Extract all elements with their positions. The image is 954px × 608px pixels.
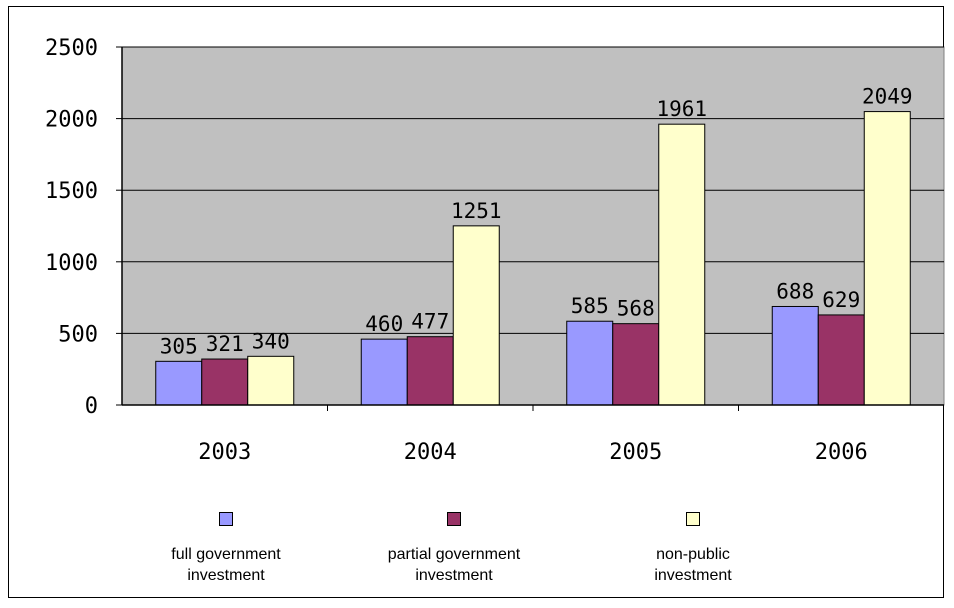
data-label: 477 bbox=[411, 310, 449, 334]
x-tick-label: 2005 bbox=[609, 440, 662, 465]
legend-label-line: full government bbox=[171, 546, 281, 563]
bar-partial-government-investment-2003 bbox=[201, 358, 249, 406]
data-label: 2049 bbox=[862, 85, 913, 109]
x-tick-label: 2003 bbox=[198, 440, 251, 465]
y-tick-label: 500 bbox=[58, 322, 98, 347]
bar-non-public-investment-2005 bbox=[658, 123, 706, 406]
bar-non-public-investment-2006 bbox=[863, 111, 911, 406]
data-label: 1251 bbox=[451, 199, 502, 223]
legend-label-line: investment bbox=[187, 567, 265, 584]
data-label: 305 bbox=[160, 334, 198, 358]
y-tick-labels: 0 500 1000 1500 2000 2500 bbox=[45, 36, 98, 419]
data-label: 321 bbox=[206, 332, 244, 356]
data-label: 340 bbox=[252, 329, 290, 353]
legend-label-line: partial government bbox=[387, 546, 521, 563]
bar-non-public-investment-2003 bbox=[247, 355, 295, 406]
legend-label-full-government: full government investment bbox=[136, 544, 316, 586]
data-label: 629 bbox=[822, 288, 860, 312]
bar-full-government-investment-2006 bbox=[771, 305, 819, 406]
bar-non-public-investment-2004 bbox=[452, 225, 500, 406]
y-tick-label: 1500 bbox=[45, 179, 98, 204]
y-tick-label: 1000 bbox=[45, 251, 98, 276]
bar-partial-government-investment-2006 bbox=[817, 314, 865, 406]
legend-label-line: investment bbox=[654, 567, 732, 584]
data-label: 585 bbox=[571, 294, 609, 318]
data-label: 688 bbox=[776, 279, 814, 303]
gridlines bbox=[122, 46, 944, 334]
y-tick-label: 2500 bbox=[45, 36, 98, 61]
legend-swatch-full-government bbox=[219, 512, 233, 526]
data-label: 1961 bbox=[656, 97, 707, 121]
bar-full-government-investment-2004 bbox=[360, 338, 408, 406]
legend-swatch-non-public bbox=[686, 512, 700, 526]
bars bbox=[155, 111, 911, 406]
x-tick-label: 2004 bbox=[404, 440, 457, 465]
x-tick-label: 2006 bbox=[815, 440, 868, 465]
axes bbox=[116, 46, 944, 411]
legend-swatch-partial-government bbox=[447, 512, 461, 526]
legend-label-line: investment bbox=[415, 567, 493, 584]
data-labels: 305 321 340 460 477 1251 585 568 1961 688 629 2049 bbox=[160, 85, 913, 359]
data-label: 568 bbox=[617, 297, 655, 321]
bar-partial-government-investment-2005 bbox=[612, 323, 660, 406]
y-tick-label: 2000 bbox=[45, 108, 98, 133]
y-tick-label: 0 bbox=[85, 394, 98, 419]
x-tick-labels: 2003 2004 2005 2006 bbox=[198, 440, 867, 465]
legend-label-partial-government: partial government investment bbox=[364, 544, 544, 586]
bar-partial-government-investment-2004 bbox=[406, 336, 454, 406]
legend-label-line: non-public bbox=[656, 546, 730, 563]
legend-label-non-public: non-public investment bbox=[603, 544, 783, 586]
data-label: 460 bbox=[365, 312, 403, 336]
bar-full-government-investment-2005 bbox=[566, 320, 614, 406]
bar-full-government-investment-2003 bbox=[155, 360, 203, 406]
